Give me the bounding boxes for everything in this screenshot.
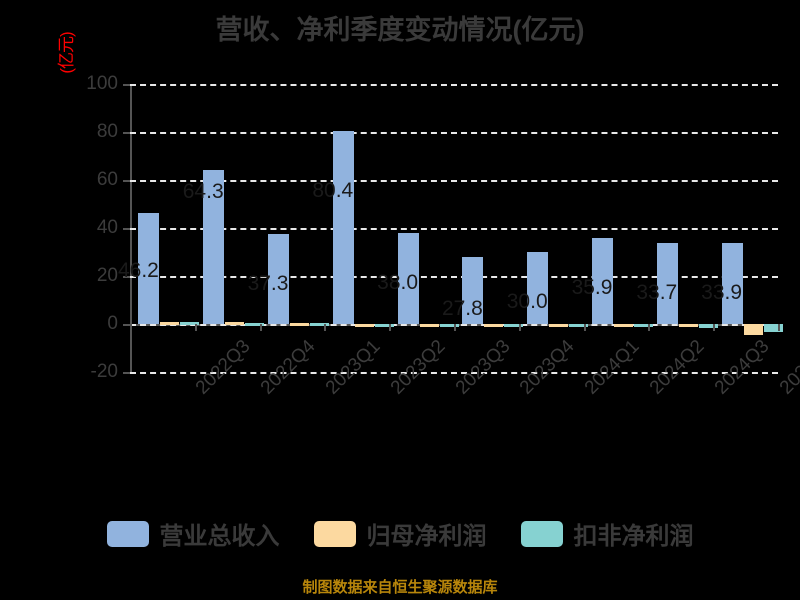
bar-revenue [203,169,225,324]
bar-deducted-net-profit [310,323,329,327]
bar-deducted-net-profit [245,322,265,326]
chart-footer: 制图数据来自恒生聚源数据库 [302,579,498,596]
plot-area: -20 0 20 40 60 80 100 46.2 2022Q3 64.3 2022Q4 37.3 2… [86,73,800,399]
x-tick-label: 2023Q3 [451,336,515,399]
gridline [130,372,778,374]
bar-revenue [462,257,484,324]
x-tick-mark [130,324,132,331]
x-tick-mark [194,324,197,331]
bar-net-profit [743,324,763,335]
bar-deducted-net-profit [180,322,200,326]
bar-value-label: 30.0 [506,290,548,313]
x-tick-label: 2024Q4 [775,336,800,399]
bar-value-label: 64.3 [182,179,224,203]
x-tick-label: 2023Q2 [386,336,450,399]
bar-value-label: 35.9 [571,275,613,299]
bar-deducted-net-profit [698,324,718,328]
gridline [130,84,778,86]
bar-revenue [397,232,419,324]
bar-value-label: 37.3 [247,272,289,296]
y-tick-mark [123,276,130,278]
x-tick-mark [324,324,327,331]
y-tick-label: 80 [96,121,118,142]
x-tick-label: 2024Q3 [710,336,774,399]
y-tick-mark [123,372,130,374]
y-tick-mark [123,228,130,230]
bar-deducted-net-profit [504,324,524,327]
gridline [130,180,778,182]
bar-revenue [721,242,743,324]
gridline [130,276,778,278]
x-tick-mark [713,324,716,331]
x-tick-label: 2023Q4 [516,336,579,399]
legend-item[interactable]: 营业总收入 [106,516,280,551]
x-tick-mark [583,324,586,331]
y-tick-mark [123,84,130,86]
x-tick-label: 2022Q3 [192,336,255,399]
bar-value-label: 27.8 [441,297,483,321]
legend-item[interactable]: 扣非净利润 [520,516,694,551]
bar-net-profit [484,324,504,327]
x-tick-label: 2024Q1 [580,336,644,399]
bar-net-profit [160,321,180,325]
x-tick-label: 2024Q2 [645,336,709,399]
x-tick-mark [648,324,651,331]
chart-title: 营收、净利季度变动情况(亿元) [215,15,585,45]
legend-swatch [106,520,149,547]
y-tick-label: 20 [96,265,118,286]
bar-revenue [527,252,549,324]
bar-value-label: 33.7 [636,281,678,305]
bar-net-profit [225,322,245,326]
y-tick-label: -20 [90,361,118,382]
bar-net-profit [354,324,374,327]
bar-revenue [138,213,160,324]
x-tick-label: 2023Q1 [321,336,385,399]
bar-net-profit [678,324,698,328]
bar-value-label: 33.9 [701,280,743,304]
bar-revenue [656,243,678,324]
chart-legend: 营业总收入 归母净利润 扣非净利润 [0,516,800,551]
bar-net-profit [419,324,439,327]
x-tick-mark [454,324,456,331]
bar-net-profit [290,322,309,326]
legend-label: 归母净利润 [366,523,487,550]
bar-net-profit [614,324,633,327]
y-tick-mark [123,324,130,326]
legend-swatch [520,520,563,547]
bar-deducted-net-profit [569,324,589,327]
legend-item[interactable]: 归母净利润 [313,516,487,551]
legend-label: 扣非净利润 [573,523,694,550]
y-tick-label: 0 [107,313,118,334]
legend-label: 营业总收入 [159,523,280,550]
y-tick-label: 60 [96,169,118,190]
y-tick-mark [123,132,130,134]
bar-revenue [332,131,354,324]
legend-swatch [313,520,356,547]
x-tick-mark [778,324,780,331]
y-tick-label: 100 [86,73,118,94]
gridline [130,228,778,230]
bar-revenue [592,237,613,324]
bar-value-label: 46.2 [117,259,159,283]
x-tick-mark [518,324,521,331]
bar-value-label: 80.4 [312,179,354,203]
y-tick-label: 40 [96,217,118,238]
y-tick-mark [123,180,130,182]
bar-deducted-net-profit [374,324,394,328]
bar-deducted-net-profit [763,324,783,332]
bar-deducted-net-profit [439,324,459,327]
x-tick-label: 2022Q4 [256,336,320,399]
x-tick-mark [389,324,392,331]
x-tick-mark [259,324,262,331]
bar-revenue [268,234,289,324]
bar-deducted-net-profit [634,324,653,327]
bar-value-label: 38.0 [377,270,419,294]
gridline [130,132,778,134]
bar-net-profit [549,324,569,327]
